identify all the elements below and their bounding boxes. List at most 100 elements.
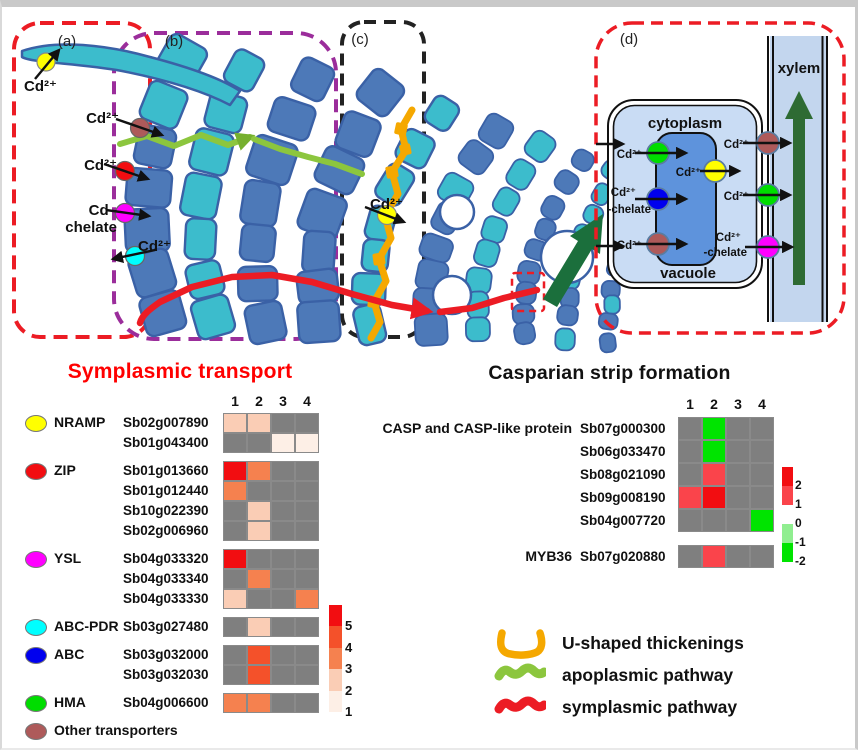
legend-label: apoplasmic pathway	[562, 664, 734, 685]
heatmap-cell	[223, 617, 247, 637]
legend-label: symplasmic pathway	[562, 696, 738, 717]
root-cell	[243, 299, 288, 346]
root-cell	[183, 217, 218, 261]
influx-arrow	[115, 117, 165, 138]
heatmap-cell	[271, 461, 295, 481]
cd-chelate-label-l1: Cd–	[89, 202, 117, 219]
heatmap-cell	[726, 417, 750, 440]
wavy-line-icon	[494, 696, 546, 714]
heatmap-cell	[223, 461, 247, 481]
scale-label: 3	[345, 661, 353, 677]
heatmap-cell	[678, 509, 702, 532]
cd-root-hair-label: Cd²⁺	[24, 78, 57, 95]
root-cell	[266, 95, 317, 142]
heatmap-cell	[247, 501, 271, 521]
root-cell	[413, 312, 449, 347]
root-cell	[188, 127, 235, 177]
root-cell	[553, 169, 580, 195]
scale-label: 2	[795, 478, 802, 492]
cd-chelate-label-l2: chelate	[65, 219, 117, 236]
nramp-circle-root-hair	[36, 52, 56, 72]
scale-label: 2	[345, 682, 353, 698]
column-header: 1	[686, 396, 694, 412]
root-cell	[534, 217, 557, 242]
root-cell	[473, 238, 501, 268]
heatmap-cell	[295, 617, 319, 637]
cytoplasm-label: cytoplasm	[648, 115, 722, 132]
heatmap-cell	[247, 569, 271, 589]
heatmap-cell	[247, 693, 271, 713]
family-color-dot	[25, 462, 47, 480]
u-shape-icon	[496, 629, 546, 659]
column-header: 4	[303, 393, 311, 409]
scale-label: 0	[795, 516, 802, 530]
heatmap-cell	[247, 433, 271, 453]
heatmap-cell	[726, 486, 750, 509]
family-label: NRAMP	[54, 414, 106, 430]
heatmap-cell	[271, 549, 295, 569]
root-cell	[179, 171, 223, 221]
root-cell	[189, 293, 237, 341]
scale-label: -2	[795, 554, 806, 568]
casparian-cross-arrow	[364, 205, 407, 225]
wavy-line-icon	[494, 663, 546, 681]
root-cell	[355, 67, 406, 118]
heatmap-cell	[271, 589, 295, 609]
heatmap-cell	[271, 481, 295, 501]
legend-item-thickenings: U-shaped thickenings	[494, 627, 744, 659]
root-cell	[505, 158, 537, 191]
family-color-dot	[25, 722, 47, 740]
family-color-dot	[25, 646, 47, 664]
scale-label: 1	[795, 497, 802, 511]
root-cell	[570, 148, 595, 172]
gene-label: Sb04g006600	[123, 695, 209, 710]
heatmap-cell	[247, 589, 271, 609]
panel-d-label: (d)	[620, 31, 638, 48]
uptake-arrow	[34, 48, 61, 80]
heatmap-cell	[223, 433, 247, 453]
heatmap-cell	[750, 545, 774, 568]
heatmap-cell	[295, 413, 319, 433]
root-cell	[239, 178, 282, 228]
gene-label: Sb09g008190	[580, 489, 666, 505]
scale-segment	[782, 543, 793, 562]
root-cell	[598, 332, 617, 354]
heatmap-cell	[247, 481, 271, 501]
root-cell	[138, 79, 189, 130]
root-cell	[477, 112, 515, 150]
heatmap-cell	[271, 521, 295, 541]
symplasmic-pathway	[436, 286, 541, 316]
heatmap-cell	[678, 486, 702, 509]
root-cell	[423, 94, 461, 132]
scale-label: 5	[345, 618, 353, 634]
heatmap-cell	[678, 463, 702, 486]
heatmap-cell	[271, 617, 295, 637]
heatmap-cell	[750, 486, 774, 509]
panel-b-label: (b)	[165, 33, 183, 50]
gene-label: Sb04g033320	[123, 551, 209, 566]
cd-label: -chelate	[608, 204, 651, 216]
gene-label: Sb04g033330	[123, 591, 209, 606]
family-label: ZIP	[54, 462, 76, 478]
root-cell	[603, 294, 621, 315]
apoplasmic-pathway	[251, 136, 365, 177]
root-cell-layers	[123, 32, 651, 354]
heatmap-cell	[678, 440, 702, 463]
gene-label: Sb01g013660	[123, 463, 209, 478]
symplasmic-title: Symplasmic transport	[67, 360, 293, 383]
heatmap-cell	[295, 501, 319, 521]
scale-segment	[329, 690, 342, 712]
root-hair	[20, 43, 242, 107]
family-label: YSL	[54, 550, 82, 566]
family-label: Other transporters	[54, 722, 178, 738]
cd-influx-top-label: Cd²⁺	[86, 110, 119, 127]
scale-segment	[329, 647, 342, 670]
scale-segment	[329, 669, 342, 691]
heatmap-cell	[702, 486, 726, 509]
heatmap-cell	[295, 665, 319, 685]
zoom-connector-arrow	[543, 214, 603, 307]
heatmap-cell	[295, 521, 319, 541]
heatmap-cell	[295, 645, 319, 665]
heatmap-cell	[750, 463, 774, 486]
root-cross-section-diagram: (a) (b) (c) (d) Cd²⁺ Cd²⁺ Cd²⁺ Cd– chela…	[12, 20, 846, 354]
